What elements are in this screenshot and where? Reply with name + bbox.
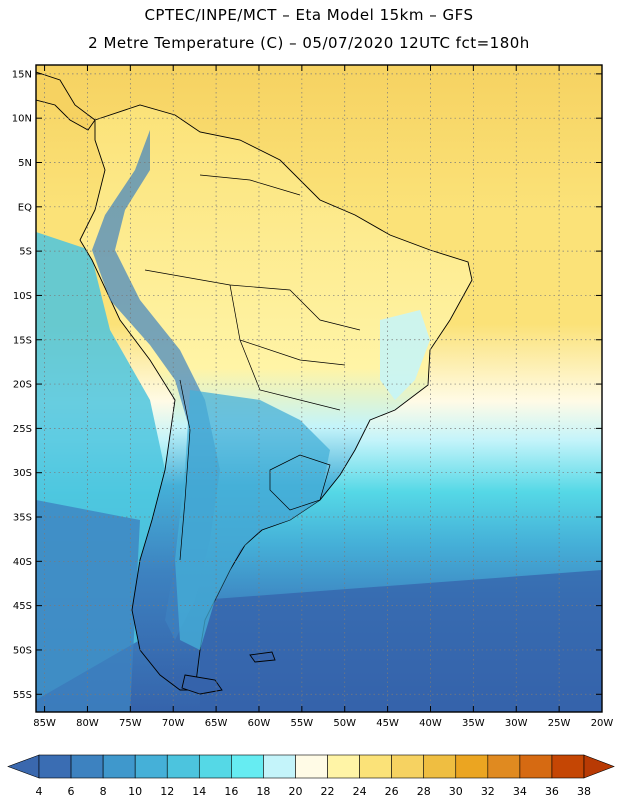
lon-tick-label: 80W: [76, 718, 99, 729]
map-title-line2: 2 Metre Temperature (C) – 05/07/2020 12U…: [88, 34, 530, 52]
lon-tick-label: 55W: [291, 718, 314, 729]
colorbar-label: 38: [577, 785, 591, 798]
colorbar-label: 34: [513, 785, 527, 798]
colorbar-label: 24: [353, 785, 367, 798]
colorbar-label: 28: [417, 785, 431, 798]
colorbar-over-arrow: [583, 754, 615, 779]
colorbar-swatch: [231, 754, 264, 779]
colorbar-label: 22: [321, 785, 335, 798]
colorbar-label: 8: [100, 785, 107, 798]
lat-tick-label: 20S: [13, 380, 32, 391]
colorbar-swatch: [551, 754, 585, 779]
south-atlantic-cold: [200, 570, 602, 712]
lon-tick-label: 30W: [505, 718, 528, 729]
lat-tick-label: 55S: [13, 690, 32, 701]
lat-tick-label: EQ: [18, 202, 32, 213]
colorbar-swatch: [423, 754, 457, 779]
colorbar-swatch: [134, 754, 168, 779]
lat-tick-label: 5S: [19, 247, 32, 258]
lat-tick-label: 10N: [12, 114, 32, 125]
falkland-islands: [249, 651, 276, 663]
lat-tick-label: 35S: [13, 513, 32, 524]
lat-tick-label: 5N: [18, 158, 32, 169]
latitude-axis: 15N 10N 5N EQ 5S 10S 15S 20S 25S 30S 35S 40S 45S 50S 5…: [12, 69, 602, 701]
colorbar-label: 4: [36, 785, 43, 798]
colorbar-label: 30: [449, 785, 463, 798]
lat-tick-label: 25S: [13, 424, 32, 435]
map-frame-content: [36, 65, 602, 712]
colorbar-swatch: [198, 754, 232, 779]
map-frame: [35, 64, 603, 713]
lat-tick-label: 15N: [12, 69, 32, 80]
colorbar-swatch: [70, 754, 104, 779]
colorbar-label: 6: [68, 785, 75, 798]
lat-tick-label: 15S: [13, 335, 32, 346]
colorbar-label: 18: [256, 785, 270, 798]
colorbar-swatch: [295, 754, 328, 779]
colorbar-label: 32: [481, 785, 495, 798]
lat-tick-label: 50S: [13, 645, 32, 656]
lat-tick-label: 30S: [13, 468, 32, 479]
colorbar-label: 36: [545, 785, 559, 798]
colorbar-swatch: [455, 754, 489, 779]
map-title-line1: CPTEC/INPE/MCT – Eta Model 15km – GFS: [144, 6, 474, 24]
lat-tick-label: 45S: [13, 601, 32, 612]
colorbar-swatch: [391, 754, 425, 779]
lon-tick-label: 50W: [333, 718, 356, 729]
pacific-cold-band: [36, 500, 140, 712]
colorbar-under-arrow: [7, 754, 40, 779]
lon-tick-label: 70W: [162, 718, 185, 729]
colorbar-swatch: [359, 754, 392, 779]
lon-tick-label: 65W: [205, 718, 228, 729]
colorbar-swatch: [327, 754, 360, 779]
lon-tick-label: 75W: [119, 718, 142, 729]
lat-tick-label: 40S: [13, 557, 32, 568]
colorbar-label: 26: [385, 785, 399, 798]
brazil-highlands-cool: [380, 310, 430, 400]
country-borders: [144, 174, 361, 561]
lon-tick-label: 25W: [548, 718, 571, 729]
tierra-del-fuego: [181, 674, 223, 695]
lon-tick-label: 60W: [248, 718, 271, 729]
longitude-axis: 85W 80W 75W 70W 65W 60W 55W 50W 45W 40W 35W 30W 25W 2…: [33, 65, 613, 729]
central-america-land: [36, 71, 96, 131]
lon-tick-label: 40W: [419, 718, 442, 729]
lat-tick-label: 10S: [13, 291, 32, 302]
colorbar-swatch: [487, 754, 521, 779]
colorbar-swatch: [166, 754, 200, 779]
lon-tick-label: 35W: [462, 718, 485, 729]
southern-cone-cool: [175, 390, 330, 650]
lon-tick-label: 20W: [591, 718, 614, 729]
colorbar-swatch: [263, 754, 296, 779]
colorbar-label: 20: [288, 785, 302, 798]
colorbar-swatch: [38, 754, 72, 779]
colorbar-swatch: [519, 754, 553, 779]
lon-tick-label: 45W: [376, 718, 399, 729]
colorbar-label: 12: [160, 785, 174, 798]
temperature-colorbar: 4 6 8 10 12 14 16 18 20 22 24 26 28 30 32 34 36 38: [7, 754, 615, 798]
colorbar-label: 14: [192, 785, 206, 798]
colorbar-swatch: [102, 754, 136, 779]
colorbar-label: 16: [224, 785, 238, 798]
lon-tick-label: 85W: [33, 718, 56, 729]
colorbar-label: 10: [128, 785, 142, 798]
